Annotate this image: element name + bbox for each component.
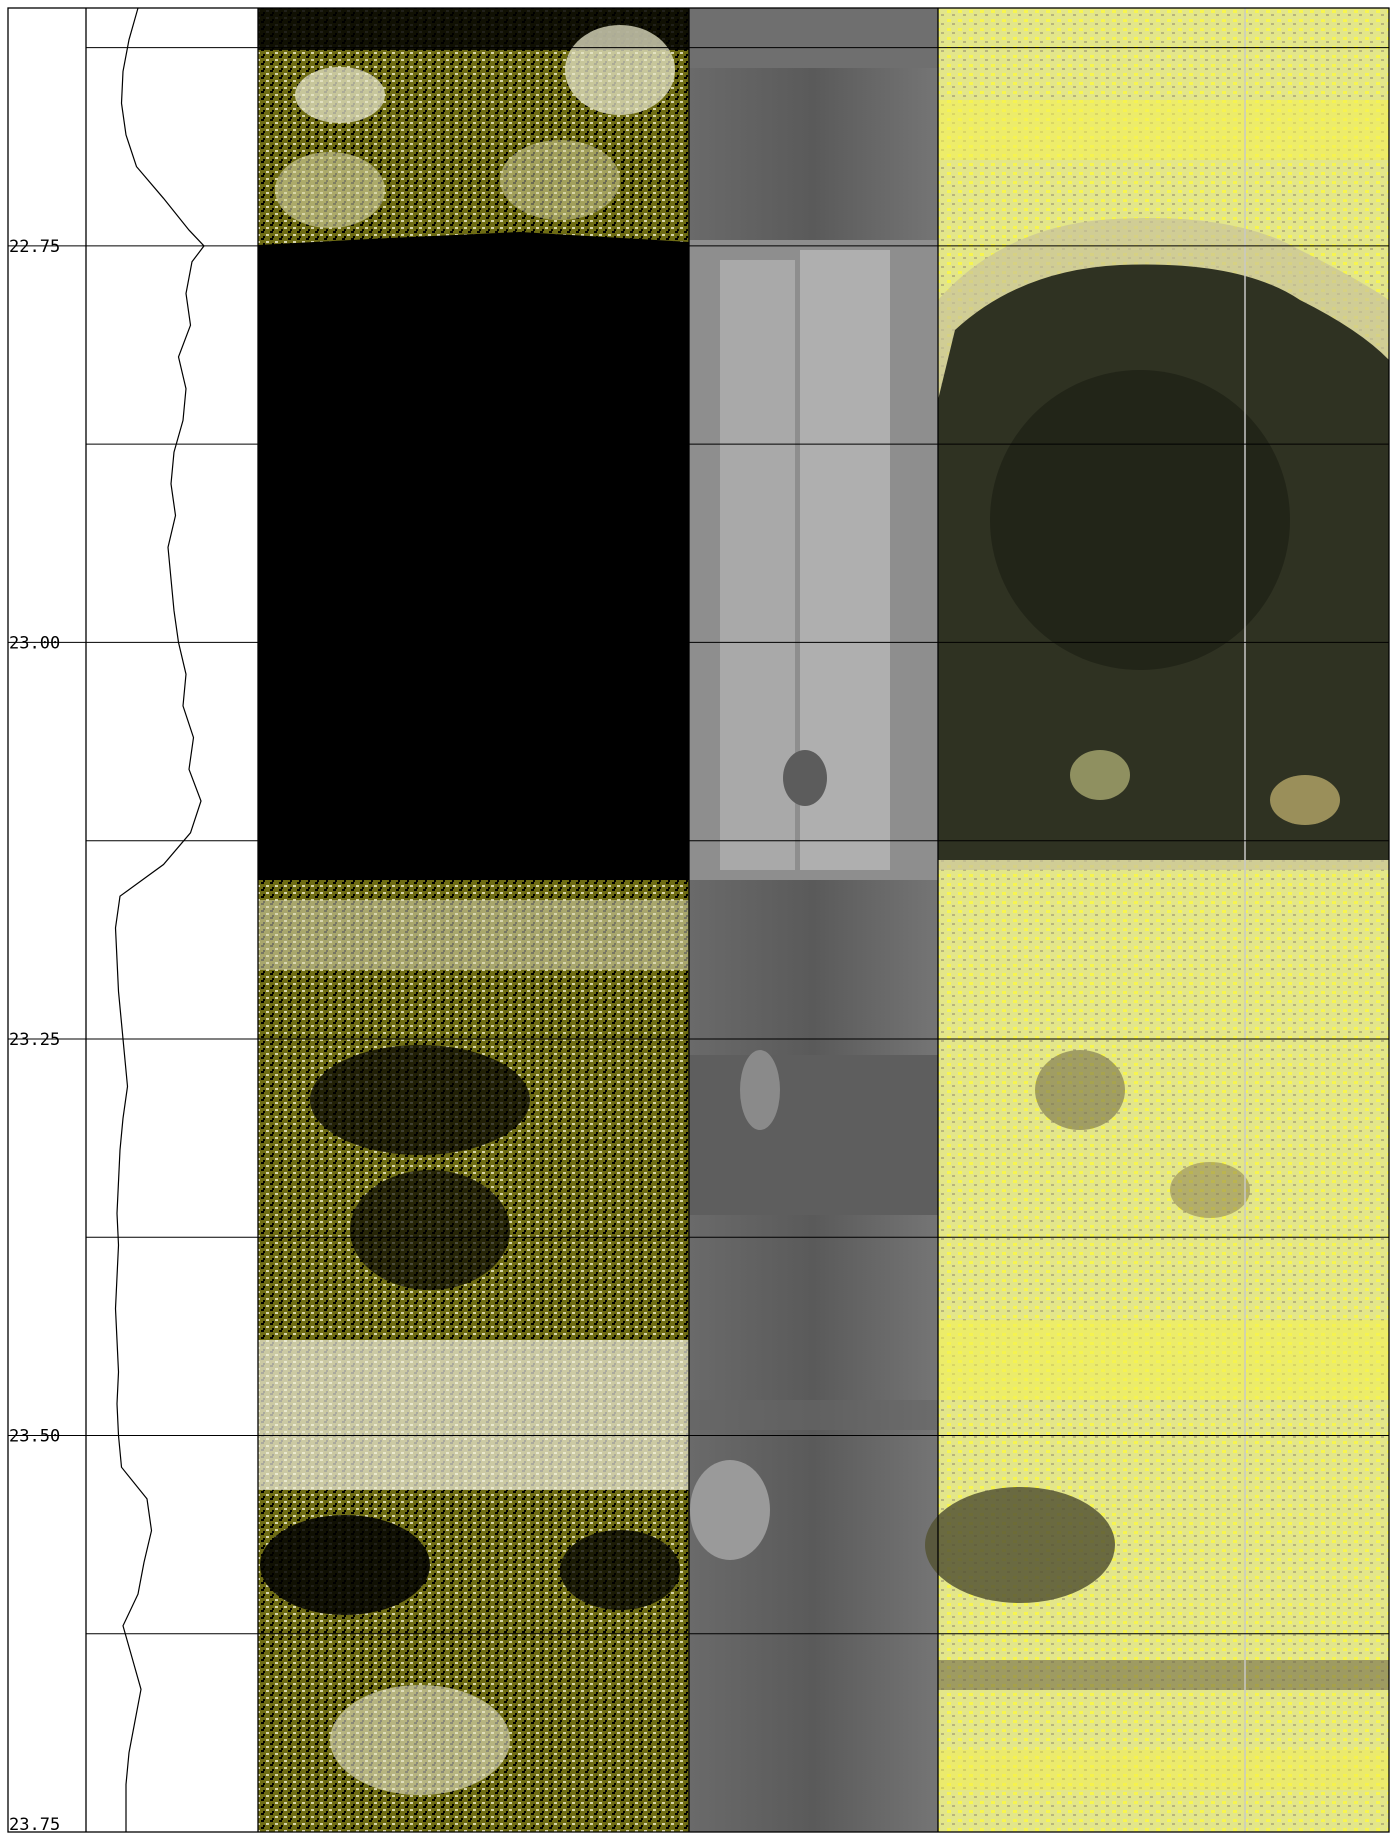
depth-tick-label: 22.75 <box>9 237 60 257</box>
depth-tick-label: 23.50 <box>9 1426 60 1446</box>
depth-tick-label: 23.00 <box>9 633 60 653</box>
optical-image-track <box>925 8 1389 1832</box>
track-borders <box>7 7 1390 1833</box>
log-curve <box>114 7 205 1832</box>
curve-track <box>86 7 258 1832</box>
travel-time-image-track <box>689 8 938 1832</box>
depth-gridlines <box>86 47 1389 1833</box>
depth-tick-label: 23.75 <box>9 1815 60 1835</box>
depth-tick-labels: 22.75 23.00 23.25 23.50 23.75 <box>8 237 86 1835</box>
depth-tick-label: 23.25 <box>9 1030 60 1050</box>
amplitude-image-track <box>258 8 689 1832</box>
